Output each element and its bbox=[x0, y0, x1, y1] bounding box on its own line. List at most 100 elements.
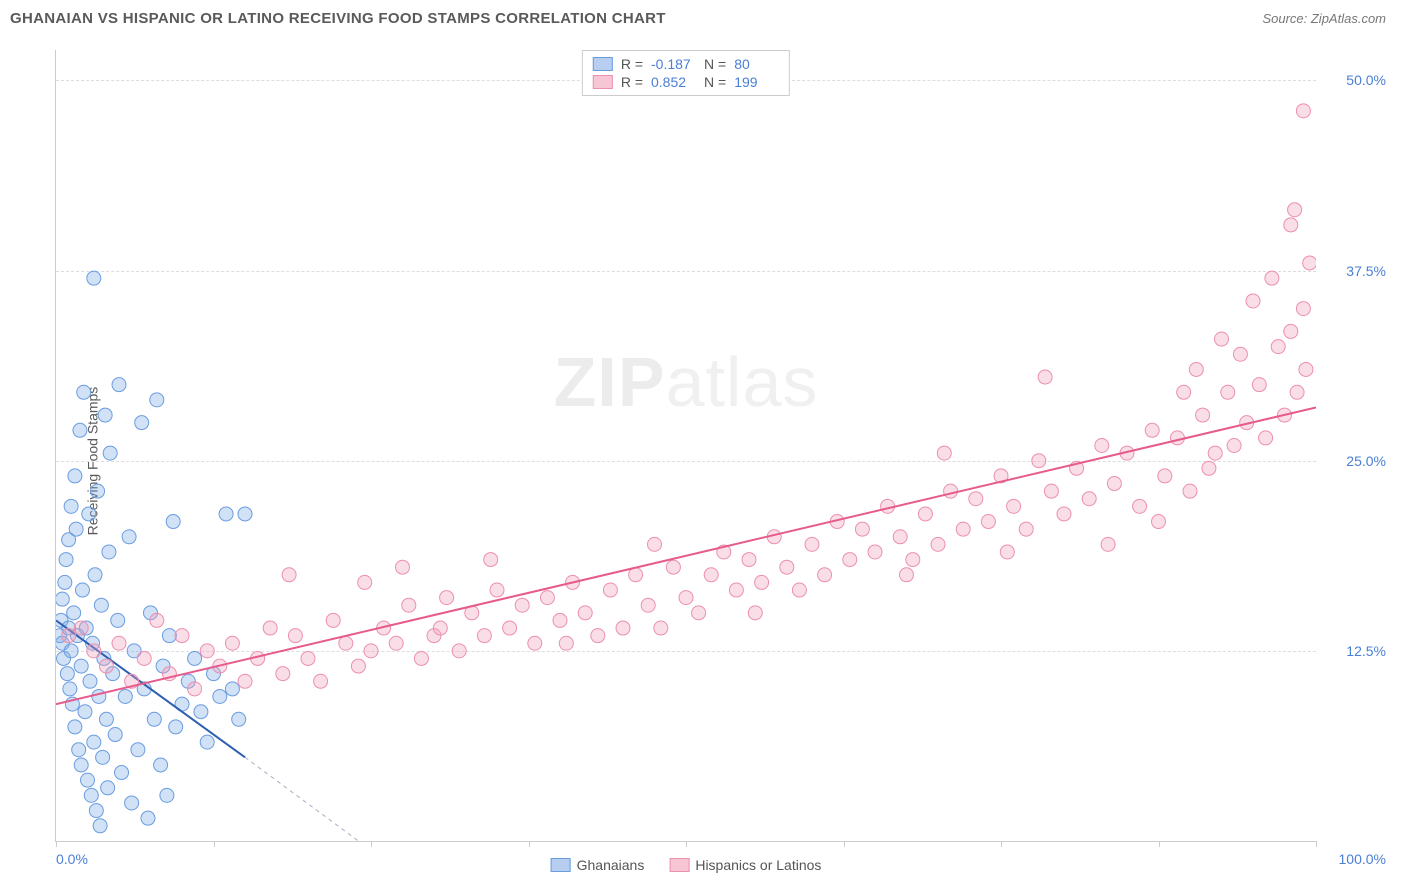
chart-header: GHANAIAN VS HISPANIC OR LATINO RECEIVING… bbox=[0, 0, 1406, 32]
data-point bbox=[188, 651, 202, 665]
data-point bbox=[74, 758, 88, 772]
data-point bbox=[75, 583, 89, 597]
data-point bbox=[1032, 454, 1046, 468]
source-attribution: Source: ZipAtlas.com bbox=[1262, 11, 1386, 26]
data-point bbox=[101, 781, 115, 795]
y-tick-label: 37.5% bbox=[1326, 263, 1386, 279]
scatter-svg bbox=[56, 50, 1316, 841]
data-point bbox=[1227, 439, 1241, 453]
data-point bbox=[956, 522, 970, 536]
data-point bbox=[937, 446, 951, 460]
data-point bbox=[200, 735, 214, 749]
data-point bbox=[591, 629, 605, 643]
data-point bbox=[69, 522, 83, 536]
data-point bbox=[82, 507, 96, 521]
data-point bbox=[326, 613, 340, 627]
data-point bbox=[1107, 477, 1121, 491]
data-point bbox=[213, 689, 227, 703]
data-point bbox=[1170, 431, 1184, 445]
data-point bbox=[364, 644, 378, 658]
data-point bbox=[56, 592, 69, 606]
y-tick-label: 12.5% bbox=[1326, 643, 1386, 659]
data-point bbox=[969, 492, 983, 506]
data-point bbox=[1133, 499, 1147, 513]
data-point bbox=[1202, 461, 1216, 475]
data-point bbox=[1296, 104, 1310, 118]
data-point bbox=[452, 644, 466, 658]
data-point bbox=[755, 575, 769, 589]
data-point bbox=[1177, 385, 1191, 399]
legend-label-hispanics: Hispanics or Latinos bbox=[695, 857, 821, 873]
data-point bbox=[1284, 324, 1298, 338]
data-point bbox=[103, 446, 117, 460]
x-tick bbox=[1159, 841, 1160, 847]
data-point bbox=[906, 553, 920, 567]
data-point bbox=[540, 591, 554, 605]
data-point bbox=[91, 484, 105, 498]
trend-line bbox=[56, 620, 245, 757]
legend-row-ghanaians: R = -0.187 N = 80 bbox=[593, 55, 779, 73]
data-point bbox=[748, 606, 762, 620]
data-point bbox=[92, 689, 106, 703]
data-point bbox=[188, 682, 202, 696]
swatch-ghanaians-icon bbox=[551, 858, 571, 872]
data-point bbox=[84, 788, 98, 802]
data-point bbox=[1007, 499, 1021, 513]
data-point bbox=[83, 674, 97, 688]
legend-row-hispanics: R = 0.852 N = 199 bbox=[593, 73, 779, 91]
data-point bbox=[440, 591, 454, 605]
legend-label-ghanaians: Ghanaians bbox=[577, 857, 645, 873]
data-point bbox=[433, 621, 447, 635]
data-point bbox=[414, 651, 428, 665]
data-point bbox=[666, 560, 680, 574]
data-point bbox=[87, 735, 101, 749]
x-tick bbox=[1316, 841, 1317, 847]
data-point bbox=[219, 507, 233, 521]
data-point bbox=[166, 515, 180, 529]
x-tick bbox=[686, 841, 687, 847]
data-point bbox=[1101, 537, 1115, 551]
data-point bbox=[62, 629, 76, 643]
data-point bbox=[1158, 469, 1172, 483]
r-value-ghanaians: -0.187 bbox=[651, 56, 696, 72]
data-point bbox=[225, 682, 239, 696]
data-point bbox=[931, 537, 945, 551]
data-point bbox=[692, 606, 706, 620]
data-point bbox=[150, 613, 164, 627]
data-point bbox=[868, 545, 882, 559]
data-point bbox=[63, 682, 77, 696]
data-point bbox=[742, 553, 756, 567]
data-point bbox=[118, 689, 132, 703]
data-point bbox=[1299, 362, 1313, 376]
x-tick bbox=[371, 841, 372, 847]
data-point bbox=[1038, 370, 1052, 384]
legend-item-hispanics: Hispanics or Latinos bbox=[669, 857, 821, 873]
n-label: N = bbox=[704, 56, 726, 72]
data-point bbox=[1303, 256, 1316, 270]
data-point bbox=[679, 591, 693, 605]
data-point bbox=[59, 553, 73, 567]
data-point bbox=[64, 644, 78, 658]
data-point bbox=[99, 659, 113, 673]
data-point bbox=[528, 636, 542, 650]
data-point bbox=[805, 537, 819, 551]
x-tick-label-min: 0.0% bbox=[56, 851, 88, 867]
data-point bbox=[616, 621, 630, 635]
plot-area: ZIPatlas R = -0.187 N = 80 R = 0.852 N =… bbox=[55, 50, 1316, 842]
data-point bbox=[1284, 218, 1298, 232]
data-point bbox=[115, 766, 129, 780]
chart-container: Receiving Food Stamps ZIPatlas R = -0.18… bbox=[10, 40, 1396, 882]
series-legend: Ghanaians Hispanics or Latinos bbox=[551, 857, 822, 873]
trend-line-extrapolated bbox=[245, 757, 358, 841]
data-point bbox=[301, 651, 315, 665]
data-point bbox=[125, 796, 139, 810]
swatch-ghanaians bbox=[593, 57, 613, 71]
data-point bbox=[1271, 340, 1285, 354]
data-point bbox=[108, 728, 122, 742]
data-point bbox=[351, 659, 365, 673]
data-point bbox=[232, 712, 246, 726]
data-point bbox=[99, 712, 113, 726]
data-point bbox=[654, 621, 668, 635]
data-point bbox=[1189, 362, 1203, 376]
data-point bbox=[122, 530, 136, 544]
